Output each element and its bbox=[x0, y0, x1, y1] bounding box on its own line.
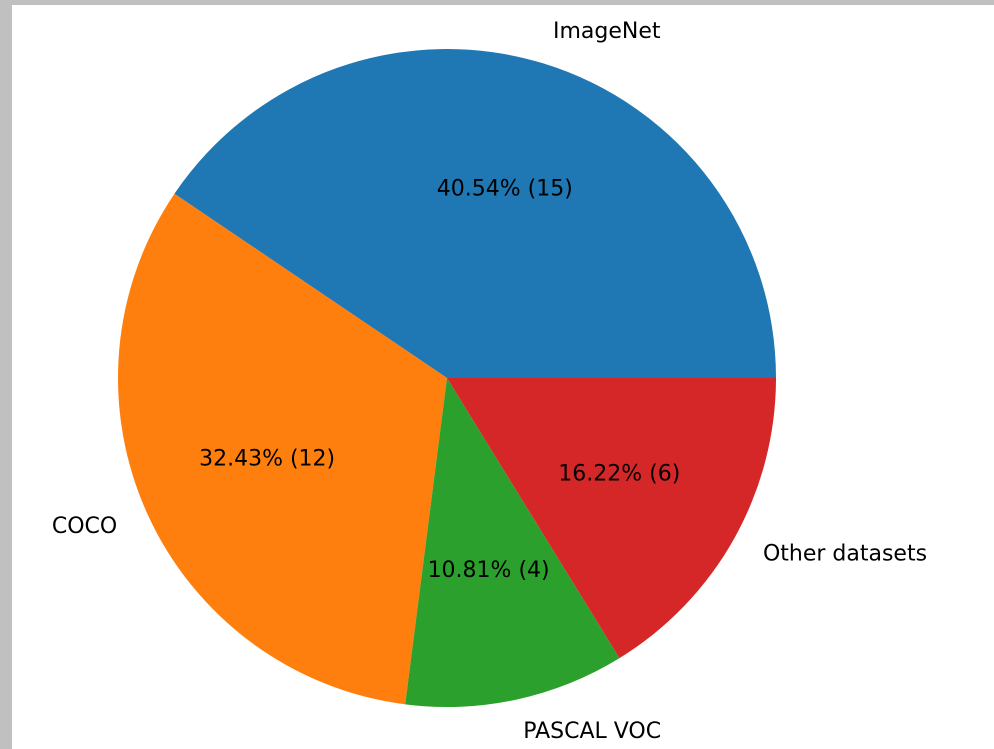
wedge-label: ImageNet bbox=[553, 19, 661, 44]
wedge-label: COCO bbox=[52, 514, 117, 539]
value-label: 40.54% (15) bbox=[437, 176, 573, 201]
pie-wedge bbox=[117, 193, 447, 705]
value-label: 32.43% (12) bbox=[199, 446, 335, 471]
value-label: 10.81% (4) bbox=[428, 558, 550, 583]
wedge-label: PASCAL VOC bbox=[523, 719, 661, 744]
value-label: 16.22% (6) bbox=[558, 461, 680, 486]
pie-wedge bbox=[174, 49, 777, 378]
pie-wedge bbox=[447, 378, 776, 659]
wedge-label: Other datasets bbox=[763, 541, 927, 566]
pie-wedge bbox=[405, 378, 620, 707]
